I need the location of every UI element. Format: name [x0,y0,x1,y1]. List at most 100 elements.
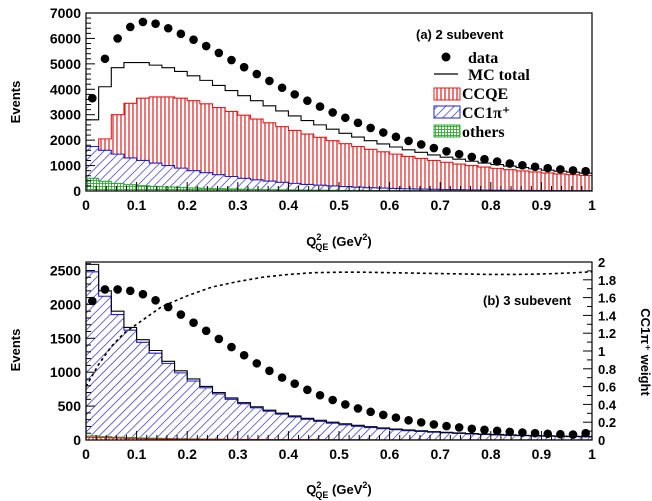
top-y-tick-label: 0 [73,183,81,199]
bottom-data-point [252,359,262,368]
top-x-tick-label: 0.6 [380,197,400,213]
top-legend: data MC total CCQE CC1π⁺ others [433,50,530,141]
top-x-axis-label: Q2 QE (GeV2) [306,232,371,252]
top-x-tick-label: 0.4 [279,197,299,213]
top-data-points [88,17,590,176]
bottom-x-label-sub: QE [315,490,328,500]
bottom-x-label-unit: (GeV [328,482,362,497]
bottom-y2-axis-label: CC1π⁺ weight [638,308,652,396]
bottom-histograms [85,263,593,441]
bottom-data-point [391,413,401,422]
legend-mc-total: MC total [434,67,530,84]
top-data-point [568,166,578,175]
bottom-data-point [530,428,540,438]
bottom-weight-curve [85,270,593,387]
top-data-point [277,83,287,93]
legend-cc1pi-swatch [433,105,461,119]
bottom-y-tick-label: 500 [58,398,82,414]
bottom-data-point [366,407,375,417]
bottom-x-tick-label: 0.5 [329,446,349,462]
top-y-tick-label: 4000 [50,81,81,97]
top-data-point [252,69,262,79]
legend-cc1pi-label: CC1π⁺ [462,105,510,122]
top-data-point [88,93,97,103]
legend-ccqe: CCQE [433,86,508,103]
top-x-label-sub: QE [315,242,328,252]
bottom-panel: 0 0.2 0.4 0.6 0.8 1 1.2 1.4 1.6 1.8 2 0 0.1 0.2 0.3 0.4… [8,255,652,500]
bottom-x-tick-label: 0 [82,446,90,462]
bottom-x-tick-label: 1 [588,446,596,462]
bottom-data-point [239,350,249,360]
top-data-point [467,152,477,162]
bottom-data-point [416,418,426,427]
bottom-data-point [378,410,388,420]
top-data-point [530,162,540,172]
bottom-x-label-sup: 2 [316,480,321,490]
y2-tick-label: 0.8 [598,362,616,377]
top-data-point [138,17,148,27]
legend-mc-total-label: MC total [468,67,530,84]
top-x-tick-label: 0.1 [127,197,147,213]
legend-ccqe-swatch [433,87,461,101]
bottom-data-point [543,429,553,439]
bottom-data-point [265,366,274,376]
y2-tick-label: 1.8 [598,273,616,288]
bottom-data-point [492,426,502,436]
top-y-tick-label: 7000 [50,5,81,21]
bottom-data-point [303,385,312,395]
top-y-tick-label: 2000 [50,132,81,148]
bottom-x-tick-label: 0.7 [430,446,450,462]
bottom-x-label-q: Q [306,482,316,497]
y2-tick-label: 0.2 [598,415,616,430]
top-data-point [353,118,363,128]
top-data-point [391,132,401,142]
bottom-y-tick-label: 0 [73,432,81,448]
top-y-tick-label: 5000 [50,56,81,72]
legend-data: data [441,50,498,67]
top-x-tick-label: 0 [82,197,90,213]
bottom-y-tick-label: 2500 [50,262,81,278]
top-data-point [341,113,350,123]
top-data-point [113,34,122,43]
top-x-label-q: Q [306,234,316,249]
top-x-tick-label: 0.2 [177,197,197,213]
bottom-data-point [125,286,135,296]
top-data-point [100,54,110,64]
bottom-data-point [315,390,325,400]
top-y-tick-label: 1000 [50,158,81,174]
bottom-x-tick-label: 0.3 [228,446,248,462]
top-y-tick-label: 3000 [50,107,81,123]
top-axis-ticks: 0 0.1 0.2 0.3 0.4 0.5 0.6 0.7 0.8 0.9 1 0 1000 2000 30… [50,5,596,213]
bottom-data-point [404,416,413,425]
legend-data-marker [441,52,451,62]
y2-tick-label: 1 [598,344,605,359]
top-data-point [581,166,590,176]
bottom-y-tick-label: 2000 [50,296,81,312]
bottom-data-point [277,373,287,382]
bottom-x-tick-label: 0.6 [380,446,400,462]
top-data-point [480,154,489,164]
top-data-point [454,149,464,159]
top-data-point [429,143,439,153]
top-data-point [265,76,274,86]
legend-data-label: data [468,50,498,67]
top-data-point [214,48,224,58]
top-data-point [303,96,312,106]
bottom-data-point [138,289,148,299]
bottom-data-point [227,342,236,352]
bottom-data-point [353,404,363,413]
top-y-tick-label: 6000 [50,30,81,46]
legend-others-label: others [462,124,505,141]
top-data-point [151,19,160,28]
legend-ccqe-label: CCQE [462,86,508,103]
bottom-data-point [581,428,590,438]
top-data-point [239,62,249,72]
bottom-mc-total-line [86,263,592,438]
bottom-data-point [341,400,350,409]
bottom-x-label-unit-sup: 2 [362,480,367,490]
top-data-point [328,108,337,117]
top-data-point [505,159,515,168]
top-data-point [442,147,451,156]
bottom-data-point [429,420,439,429]
